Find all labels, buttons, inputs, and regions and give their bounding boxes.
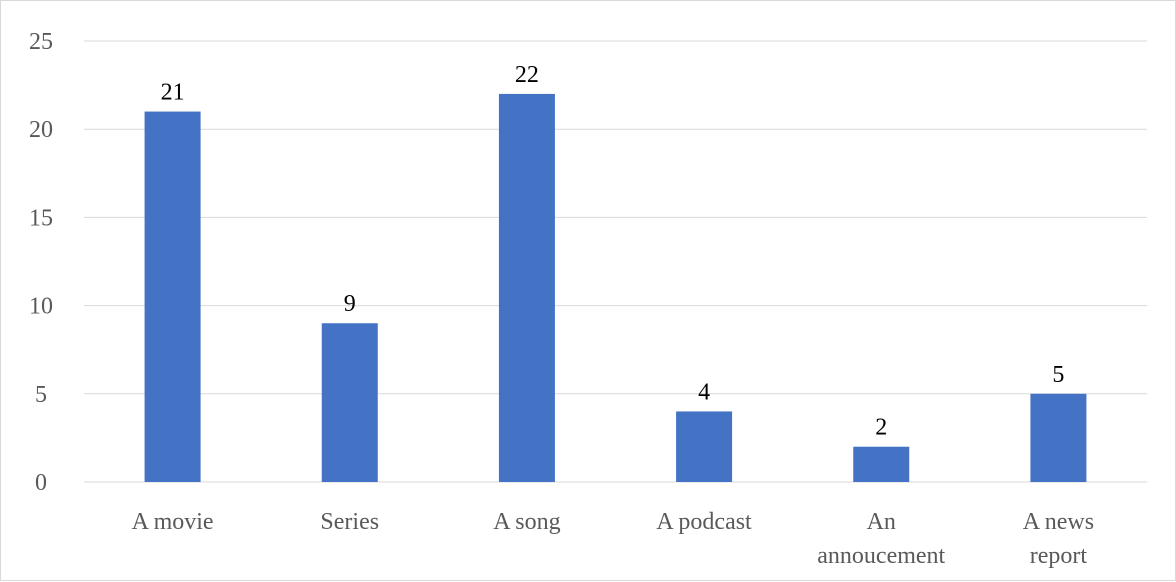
x-axis-category-labels: A movie Series A song A podcast An annoucemen… [132, 509, 1095, 569]
category-label: An [867, 509, 896, 535]
data-label: 4 [698, 379, 710, 405]
category-label: report [1030, 543, 1088, 569]
category-label: A song [493, 509, 560, 535]
data-labels: 21 9 22 4 2 5 [161, 62, 1065, 441]
data-label: 22 [515, 62, 539, 88]
y-axis-tick-labels: 0 5 10 15 20 25 [29, 29, 53, 496]
y-tick-label: 15 [29, 205, 53, 231]
gridlines [84, 40, 1147, 483]
y-tick-label: 10 [29, 294, 53, 320]
y-tick-label: 0 [35, 470, 47, 496]
bar [853, 446, 910, 482]
category-label: annoucement [817, 543, 945, 569]
data-label: 21 [161, 80, 185, 106]
bar [498, 93, 555, 483]
y-tick-label: 25 [29, 29, 53, 55]
y-tick-label: 5 [35, 382, 47, 408]
bar [676, 411, 733, 482]
category-label: A movie [132, 509, 214, 535]
data-label: 9 [344, 291, 356, 317]
data-label: 2 [875, 415, 887, 441]
category-label: A news [1023, 509, 1094, 535]
category-label: Series [320, 509, 379, 535]
bar [1030, 393, 1087, 482]
y-tick-label: 20 [29, 117, 53, 143]
bars [144, 93, 1087, 483]
category-label: A podcast [656, 509, 752, 535]
bar [144, 111, 201, 482]
bar [321, 323, 378, 482]
data-label: 5 [1052, 362, 1064, 388]
